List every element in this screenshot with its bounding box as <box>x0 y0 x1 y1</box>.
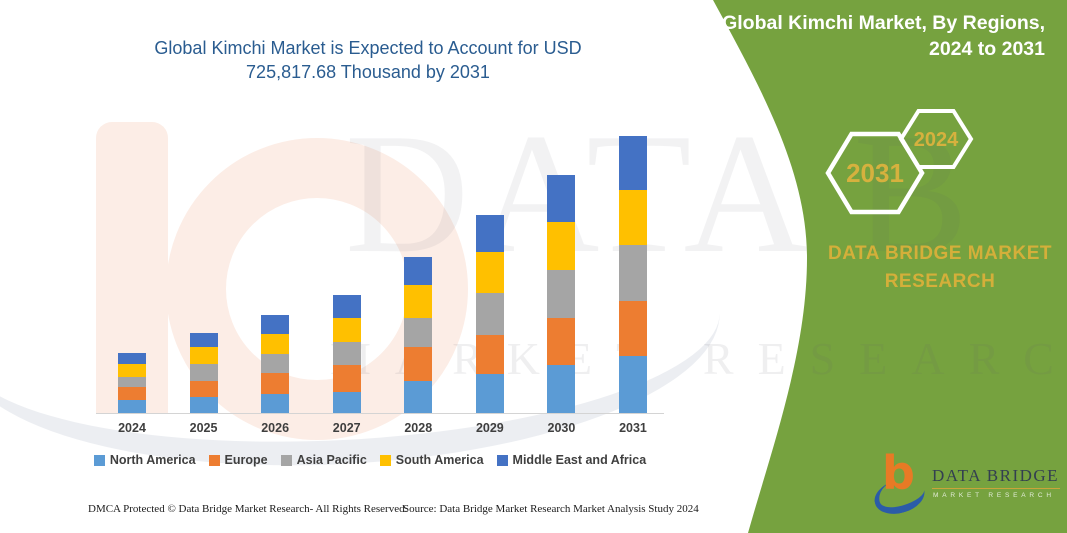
hexagon-badges: 2031 2024 <box>825 109 974 215</box>
legend-label: North America <box>109 453 196 467</box>
x-axis-label-2030: 2030 <box>547 421 576 435</box>
bar-segment-2024-europe <box>118 387 146 401</box>
panel-title-line1: Global Kimchi Market, By Regions, <box>722 12 1045 34</box>
chart-title-line1: Global Kimchi Market is Expected to Acco… <box>154 38 582 58</box>
legend-swatch <box>496 454 508 466</box>
bar-segment-2029-north-america <box>475 373 504 413</box>
chart-title: Global Kimchi Market is Expected to Acco… <box>118 36 618 85</box>
data-bridge-logo: b DATA BRIDGE MARKET RESEARCH <box>870 446 1067 520</box>
bar-segment-2029-europe <box>475 334 504 374</box>
hexagon-2031-label: 2031 <box>846 158 904 188</box>
bar-segment-2027-middle-east-and-africa <box>332 295 361 318</box>
legend-swatch <box>93 454 105 466</box>
bar-segment-2028-south-america <box>404 285 433 319</box>
x-axis-line <box>96 413 664 414</box>
bar-segment-2027-north-america <box>332 392 361 413</box>
x-axis-label-2026: 2026 <box>261 421 290 435</box>
legend-swatch <box>379 454 391 466</box>
hexagon-2024-label: 2024 <box>914 129 959 151</box>
bar-segment-2025-middle-east-and-africa <box>189 333 218 348</box>
x-axis-label-2029: 2029 <box>475 421 504 435</box>
x-axis-label-2028: 2028 <box>404 421 433 435</box>
x-axis-label-2024: 2024 <box>118 421 146 435</box>
bar-segment-2031-south-america <box>618 189 647 245</box>
logo-subtext: MARKET RESEARCH <box>933 492 1055 499</box>
bar-segment-2026-south-america <box>261 334 290 354</box>
bar-segment-2028-north-america <box>404 381 433 413</box>
bar-segment-2030-europe <box>547 318 576 366</box>
bar-segment-2031-middle-east-and-africa <box>618 135 647 190</box>
bar-segment-2031-north-america <box>618 356 647 413</box>
bar-segment-2024-asia-pacific <box>118 377 146 387</box>
legend-swatch <box>280 454 292 466</box>
hexagon-2031 <box>825 131 925 215</box>
bar-segment-2028-europe <box>404 347 433 382</box>
x-axis-label-2027: 2027 <box>332 421 361 435</box>
green-panel-shape <box>713 0 1067 533</box>
bar-segment-2026-north-america <box>261 393 290 413</box>
brand-text-line2: RESEARCH <box>884 270 996 292</box>
legend-item-north-america: North America <box>93 453 196 467</box>
bar-segment-2024-south-america <box>118 364 146 378</box>
bar-segment-2026-europe <box>261 373 290 394</box>
bar-segment-2028-middle-east-and-africa <box>404 257 433 286</box>
bar-segment-2027-south-america <box>332 317 361 343</box>
legend-label: Europe <box>224 453 268 467</box>
legend-label: South America <box>395 453 484 467</box>
brand-text-line1: DATA BRIDGE MARKET <box>828 243 1052 264</box>
legend-item-middle-east-and-africa: Middle East and Africa <box>496 453 647 467</box>
bar-segment-2029-south-america <box>475 252 504 293</box>
brand-text: DATA BRIDGE MARKET RESEARCH <box>812 240 1067 295</box>
footer-dmca-text: DMCA Protected © Data Bridge Market Rese… <box>88 503 408 515</box>
legend-label: Middle East and Africa <box>512 453 647 467</box>
hexagon-2024 <box>898 109 974 169</box>
legend-item-asia-pacific: Asia Pacific <box>280 453 367 467</box>
legend-item-south-america: South America <box>379 453 484 467</box>
bar-segment-2025-north-america <box>189 397 218 413</box>
chart-title-line2: 725,817.68 Thousand by 2031 <box>246 62 490 83</box>
bar-segment-2031-europe <box>618 301 647 357</box>
bar-segment-2027-europe <box>332 365 361 392</box>
bar-segment-2031-asia-pacific <box>618 244 647 302</box>
bar-segment-2030-south-america <box>547 222 576 271</box>
legend-label: Asia Pacific <box>296 453 367 467</box>
legend-item-europe: Europe <box>208 453 268 467</box>
logo-name: DATA BRIDGE <box>932 466 1060 489</box>
bar-segment-2024-middle-east-and-africa <box>118 352 146 365</box>
panel-title-line2: 2024 to 2031 <box>928 37 1045 60</box>
bar-segment-2028-asia-pacific <box>404 318 433 348</box>
bar-segment-2030-asia-pacific <box>547 270 576 319</box>
bar-segment-2026-asia-pacific <box>261 353 290 374</box>
bar-segment-2025-asia-pacific <box>189 363 218 382</box>
bar-segment-2026-middle-east-and-africa <box>261 315 290 335</box>
bar-segment-2025-europe <box>189 381 218 398</box>
x-axis-label-2025: 2025 <box>189 421 218 435</box>
bar-segment-2030-north-america <box>547 365 576 413</box>
chart-legend: North America Europe Asia Pacific South Ame… <box>40 453 700 467</box>
x-axis-label-2031: 2031 <box>619 421 647 435</box>
footer-source-text: Source: Data Bridge Market Research Mark… <box>403 503 699 515</box>
bar-segment-2027-asia-pacific <box>332 342 361 366</box>
bar-segment-2029-asia-pacific <box>475 292 504 335</box>
bar-segment-2029-middle-east-and-africa <box>475 214 504 253</box>
bar-segment-2030-middle-east-and-africa <box>547 174 576 223</box>
panel-title: Global Kimchi Market, By Regions, 2024 t… <box>700 11 1045 62</box>
bar-segment-2025-south-america <box>189 347 218 364</box>
bar-segment-2024-north-america <box>118 400 146 413</box>
legend-swatch <box>208 454 220 466</box>
logo-b-icon: b <box>882 446 915 500</box>
